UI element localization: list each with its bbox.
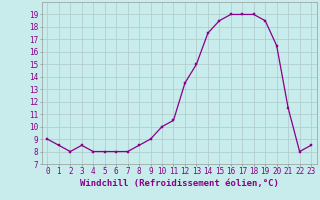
X-axis label: Windchill (Refroidissement éolien,°C): Windchill (Refroidissement éolien,°C)	[80, 179, 279, 188]
